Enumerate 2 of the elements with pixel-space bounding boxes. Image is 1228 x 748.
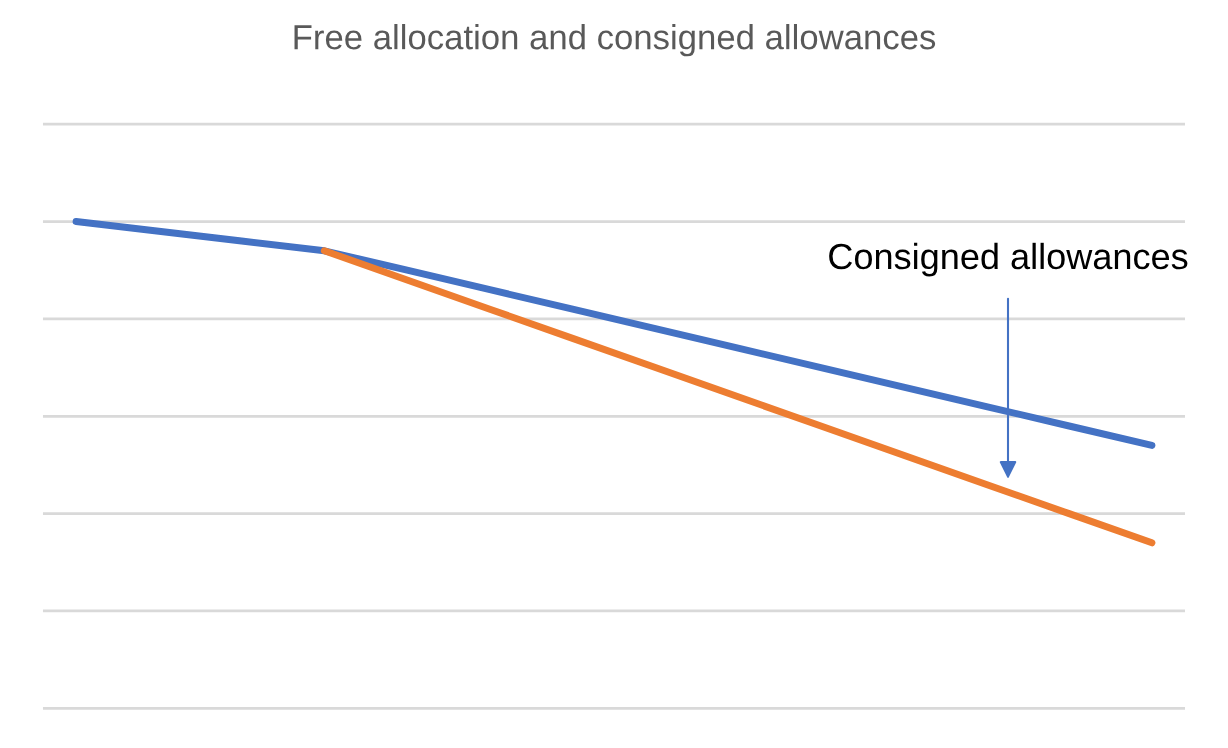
chart-title: Free allocation and consigned allowances (294, 24, 936, 57)
annotation: Consigned allowances (829, 242, 1188, 277)
